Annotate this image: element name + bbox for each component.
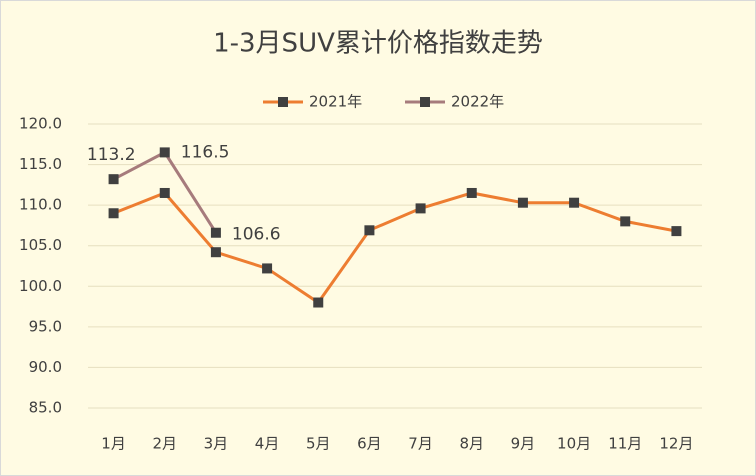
x-tick-label: 11月: [608, 435, 642, 453]
x-tick-label: 3月: [204, 435, 229, 453]
marker: [620, 216, 631, 227]
marker: [159, 147, 170, 158]
x-tick-label: 2月: [152, 435, 177, 453]
x-tick-label: 4月: [255, 435, 280, 453]
marker: [671, 226, 682, 237]
y-tick-label: 110.0: [19, 196, 62, 214]
x-tick-label: 10月: [557, 435, 591, 453]
marker: [517, 197, 528, 208]
x-tick-label: 8月: [459, 435, 484, 453]
marker: [159, 187, 170, 198]
y-tick-label: 105.0: [19, 236, 62, 254]
marker: [415, 203, 426, 214]
series-line: [113, 191, 677, 305]
y-tick-label: 115.0: [19, 155, 62, 173]
legend-marker: [278, 97, 288, 107]
marker: [364, 225, 375, 236]
x-tick-label: 6月: [357, 435, 382, 453]
y-tick-label: 100.0: [19, 277, 62, 295]
x-tick-label: 7月: [408, 435, 433, 453]
marker: [108, 208, 119, 219]
x-tick-label: 9月: [511, 435, 536, 453]
data-label: 116.5: [181, 142, 230, 162]
marker: [210, 247, 221, 258]
marker: [108, 174, 119, 185]
legend-marker: [420, 97, 430, 107]
x-tick-label: 5月: [306, 435, 331, 453]
marker: [313, 297, 324, 308]
x-tick-label: 1月: [101, 435, 126, 453]
data-label: 113.2: [87, 145, 136, 165]
x-tick-label: 12月: [659, 435, 693, 453]
legend-label: 2021年: [309, 93, 362, 111]
marker: [569, 197, 580, 208]
y-tick-label: 90.0: [29, 358, 62, 376]
chart-title: 1-3月SUV累计价格指数走势: [213, 29, 543, 59]
y-tick-label: 120.0: [19, 115, 62, 133]
data-label: 106.6: [232, 225, 281, 245]
y-tick-label: 85.0: [29, 399, 62, 417]
legend-label: 2022年: [451, 93, 504, 111]
marker: [466, 187, 477, 198]
marker: [210, 227, 221, 238]
marker: [262, 263, 273, 274]
y-tick-label: 95.0: [29, 317, 62, 335]
